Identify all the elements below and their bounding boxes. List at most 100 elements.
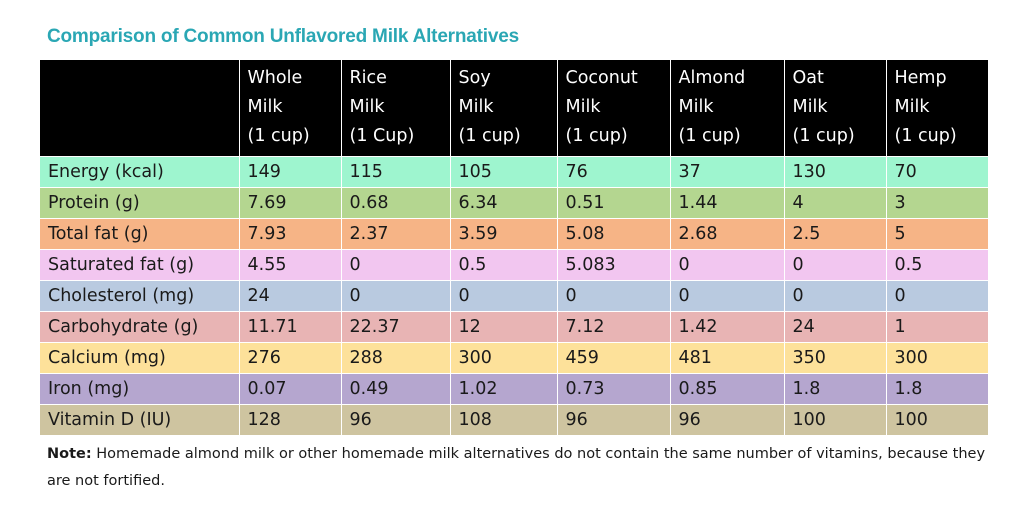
column-header-line3: (1 cup): [894, 126, 957, 147]
table-cell: 115: [340, 156, 450, 187]
table-cell: 22.37: [340, 311, 450, 342]
table-cell: 5.08: [556, 218, 670, 249]
table-header-row: Whole Milk (1 cup) Rice Milk (1 Cup) Soy Milk (1…: [40, 60, 988, 156]
column-header-line2: Milk: [458, 97, 494, 118]
table-body: Energy (kcal) 149 115 105 76 37 130 70 Protein (…: [40, 156, 988, 435]
table-cell: 128: [238, 404, 341, 435]
column-header-line3: (1 Cup): [349, 126, 415, 147]
table-cell: 1.8: [783, 373, 886, 404]
table-cell: 7.93: [238, 218, 341, 249]
table-cell: 3.59: [449, 218, 557, 249]
table-cell: 96: [556, 404, 670, 435]
table-cell: 0: [783, 280, 886, 311]
table-cell: 0: [885, 280, 988, 311]
column-header-line1: Rice: [349, 68, 387, 89]
table-row: Protein (g) 7.69 0.68 6.34 0.51 1.44 4 3: [40, 187, 988, 218]
page-title: Comparison of Common Unflavored Milk Alt…: [47, 26, 519, 47]
row-label: Cholesterol (mg): [48, 285, 195, 306]
table-cell: 1.42: [669, 311, 784, 342]
table-cell: 459: [556, 342, 670, 373]
footnote: Note: Homemade almond milk or other home…: [47, 441, 987, 495]
table-cell: 0: [669, 249, 784, 280]
table-cell: 0.68: [340, 187, 450, 218]
table-cell: 12: [449, 311, 557, 342]
table-cell: 3: [885, 187, 988, 218]
row-label: Calcium (mg): [48, 347, 166, 368]
table-cell: 0: [669, 280, 784, 311]
table-cell: 2.37: [340, 218, 450, 249]
table-cell: 0.5: [449, 249, 557, 280]
table-row: Total fat (g) 7.93 2.37 3.59 5.08 2.68 2.5 5: [40, 218, 988, 249]
column-header-line1: Oat: [792, 68, 824, 89]
table-cell: 1.02: [449, 373, 557, 404]
column-header-line2: Milk: [678, 97, 714, 118]
column-header: Oat Milk (1 cup): [783, 60, 886, 156]
table-cell: 105: [449, 156, 557, 187]
column-header: Hemp Milk (1 cup): [885, 60, 988, 156]
table-cell: 4: [783, 187, 886, 218]
table-cell: 288: [340, 342, 450, 373]
column-header-line2: Milk: [349, 97, 385, 118]
table-row: Vitamin D (IU) 128 96 108 96 96 100 100: [40, 404, 988, 435]
table-cell: 100: [885, 404, 988, 435]
table-cell: 5: [885, 218, 988, 249]
table-cell: 1: [885, 311, 988, 342]
table-cell: 1.8: [885, 373, 988, 404]
table-cell: 0: [340, 280, 450, 311]
table-cell: 1.44: [669, 187, 784, 218]
column-header-line2: Milk: [894, 97, 930, 118]
column-header-line1: Hemp: [894, 68, 947, 89]
column-header-line2: Milk: [792, 97, 828, 118]
table-cell: 2.5: [783, 218, 886, 249]
row-label: Energy (kcal): [48, 161, 164, 182]
table-cell: 24: [783, 311, 886, 342]
table-cell: 6.34: [449, 187, 557, 218]
table-cell: 481: [669, 342, 784, 373]
table-cell: 7.69: [238, 187, 341, 218]
note-label: Note:: [47, 446, 92, 462]
table-cell: 0: [340, 249, 450, 280]
table-row: Carbohydrate (g) 11.71 22.37 12 7.12 1.42 24 1: [40, 311, 988, 342]
header-corner: [40, 60, 239, 156]
table-cell: 5.083: [556, 249, 670, 280]
table-row: Iron (mg) 0.07 0.49 1.02 0.73 0.85 1.8 1.8: [40, 373, 988, 404]
table-cell: 100: [783, 404, 886, 435]
column-header: Whole Milk (1 cup): [238, 60, 341, 156]
table-cell: 0.07: [238, 373, 341, 404]
table-cell: 149: [238, 156, 341, 187]
table-cell: 0.51: [556, 187, 670, 218]
column-header: Coconut Milk (1 cup): [556, 60, 670, 156]
table-cell: 0.49: [340, 373, 450, 404]
table-cell: 300: [449, 342, 557, 373]
column-header-line1: Coconut: [565, 68, 638, 89]
column-header-line3: (1 cup): [565, 126, 628, 147]
column-header: Soy Milk (1 cup): [449, 60, 557, 156]
table-cell: 7.12: [556, 311, 670, 342]
column-header-line1: Soy: [458, 68, 491, 89]
row-label: Total fat (g): [48, 223, 149, 244]
table-cell: 0.85: [669, 373, 784, 404]
table-cell: 350: [783, 342, 886, 373]
column-header: Rice Milk (1 Cup): [340, 60, 450, 156]
table-row: Saturated fat (g) 4.55 0 0.5 5.083 0 0 0.5: [40, 249, 988, 280]
column-header-line3: (1 cup): [458, 126, 521, 147]
table-cell: 4.55: [238, 249, 341, 280]
table-cell: 96: [669, 404, 784, 435]
table-cell: 2.68: [669, 218, 784, 249]
table-row: Energy (kcal) 149 115 105 76 37 130 70: [40, 156, 988, 187]
column-header-line3: (1 cup): [247, 126, 310, 147]
table-cell: 276: [238, 342, 341, 373]
table-cell: 0.73: [556, 373, 670, 404]
column-header-line3: (1 cup): [792, 126, 855, 147]
table-cell: 130: [783, 156, 886, 187]
note-text: Homemade almond milk or other homemade m…: [47, 446, 986, 489]
table-cell: 11.71: [238, 311, 341, 342]
table-cell: 96: [340, 404, 450, 435]
column-header-line3: (1 cup): [678, 126, 741, 147]
table-cell: 24: [238, 280, 341, 311]
table-row: Cholesterol (mg) 24 0 0 0 0 0 0: [40, 280, 988, 311]
table-cell: 0.5: [885, 249, 988, 280]
column-header-line2: Milk: [247, 97, 283, 118]
column-header: Almond Milk (1 cup): [669, 60, 784, 156]
table-cell: 37: [669, 156, 784, 187]
